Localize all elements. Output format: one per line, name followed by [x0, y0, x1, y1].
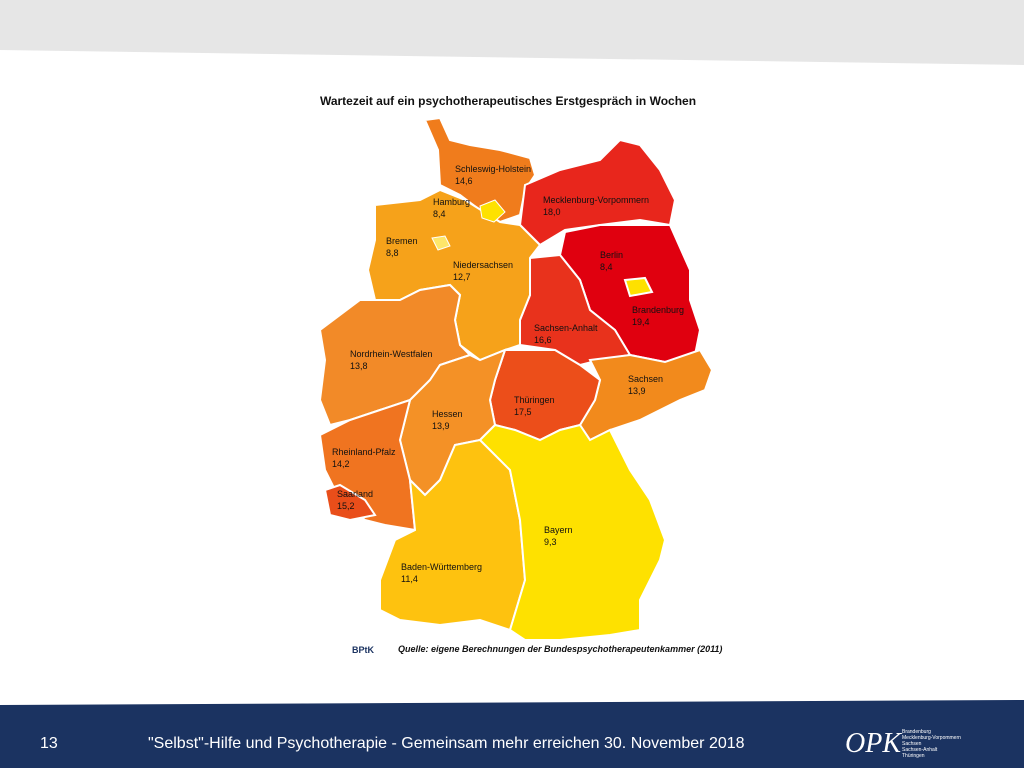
region-name: Saarland [337, 489, 373, 499]
footer-text: "Selbst"-Hilfe und Psychotherapie - Geme… [148, 735, 745, 752]
region-value: 12,7 [453, 272, 471, 282]
logo-line: Brandenburg [902, 729, 931, 735]
top-band [0, 0, 1024, 50]
logo-line: Sachsen-Anhalt [902, 747, 938, 753]
region-name: Baden-Württemberg [401, 562, 482, 572]
region-value: 9,3 [544, 537, 557, 547]
map [318, 116, 714, 641]
region-name: Hamburg [433, 197, 470, 207]
region-berlin [623, 276, 654, 298]
region-value: 13,9 [628, 386, 646, 396]
region-bremen [431, 235, 451, 251]
region-value: 11,4 [401, 574, 418, 584]
region-name: Berlin [600, 250, 623, 260]
top-band-slant [0, 50, 1024, 65]
region-mecklenburg-vorpommern [518, 138, 677, 247]
region-saarland [323, 483, 377, 522]
region-value: 15,2 [337, 501, 355, 511]
footer-logo: OPK [845, 728, 902, 759]
region-name: Bremen [386, 236, 418, 246]
region-name: Rheinland-Pfalz [332, 447, 396, 457]
region-name: Schleswig-Holstein [455, 164, 531, 174]
region-value: 8,8 [386, 248, 399, 258]
region-value: 13,8 [350, 361, 368, 371]
region-bayern [478, 423, 667, 641]
region-value: 14,2 [332, 459, 350, 469]
region-labels: Schleswig-Holstein 14,6 Hamburg 8,4 Mecklenb… [332, 164, 684, 584]
source-logo: BPtK [352, 645, 374, 655]
region-name: Mecklenburg-Vorpommern [543, 195, 649, 205]
map-title: Wartezeit auf ein psychotherapeutisches … [320, 94, 696, 108]
region-name: Bayern [544, 525, 573, 535]
region-name: Sachsen [628, 374, 663, 384]
region-value: 16,6 [534, 335, 552, 345]
logo-line: Thüringen [902, 753, 925, 759]
source-text: Quelle: eigene Berechnungen der Bundesps… [398, 644, 722, 654]
footer-slant [0, 700, 1024, 705]
region-name: Nordrhein-Westfalen [350, 349, 432, 359]
region-name: Niedersachsen [453, 260, 513, 270]
region-name: Brandenburg [632, 305, 684, 315]
region-value: 13,9 [432, 421, 450, 431]
footer-logo-lines: BrandenburgMecklenburg-VorpommernSachsen… [902, 729, 961, 759]
region-sachsen [578, 348, 714, 442]
region-value: 8,4 [600, 262, 613, 272]
region-value: 18,0 [543, 207, 561, 217]
region-value: 17,5 [514, 407, 532, 417]
region-name: Sachsen-Anhalt [534, 323, 598, 333]
logo-line: Sachsen [902, 741, 922, 747]
page-number: 13 [40, 735, 58, 752]
logo-line: Mecklenburg-Vorpommern [902, 735, 961, 741]
region-name: Hessen [432, 409, 463, 419]
region-value: 14,6 [455, 176, 473, 186]
footer-bar [0, 705, 1024, 768]
region-hamburg [479, 199, 506, 223]
region-value: 8,4 [433, 209, 446, 219]
region-name: Thüringen [514, 395, 555, 405]
region-value: 19,4 [632, 317, 650, 327]
